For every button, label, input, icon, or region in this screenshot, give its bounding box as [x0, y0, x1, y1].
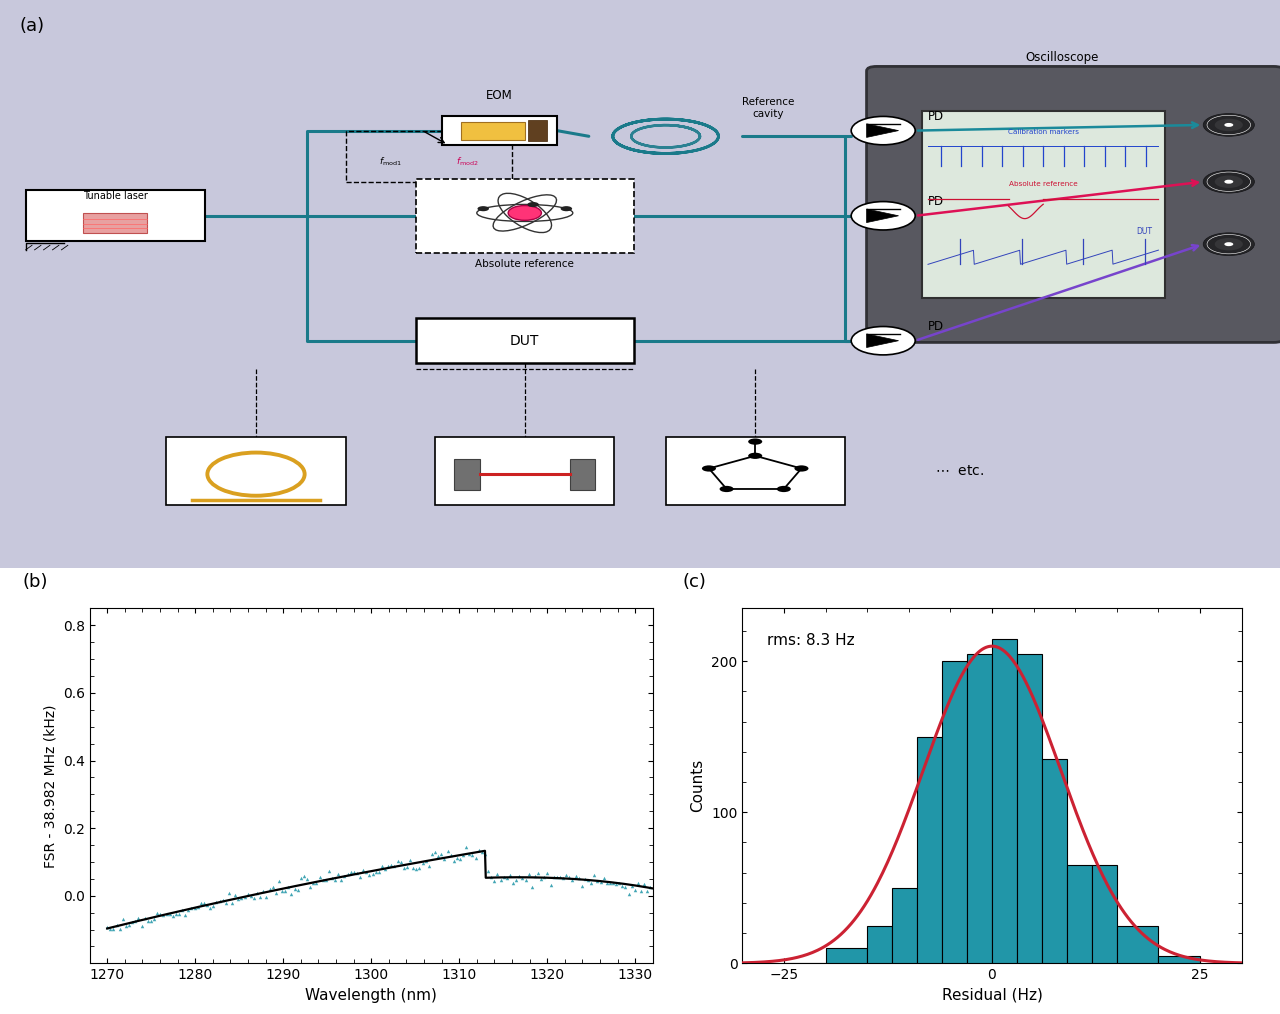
Circle shape — [851, 117, 915, 145]
Bar — [461, 122, 525, 140]
Circle shape — [477, 206, 489, 211]
Bar — [529, 120, 548, 141]
Bar — [1066, 865, 1092, 963]
Circle shape — [1225, 179, 1234, 184]
Circle shape — [851, 327, 915, 355]
Circle shape — [1215, 238, 1243, 250]
Bar — [435, 437, 614, 505]
Text: $f_{\rm mod2}$: $f_{\rm mod2}$ — [456, 155, 479, 168]
Circle shape — [749, 452, 763, 459]
Circle shape — [527, 202, 539, 207]
Text: Reference
cavity: Reference cavity — [742, 96, 794, 119]
Text: DUT: DUT — [1137, 227, 1152, 236]
Text: (c): (c) — [682, 573, 707, 590]
Text: Absolute reference: Absolute reference — [1009, 182, 1078, 188]
Text: EOM: EOM — [486, 89, 512, 102]
Text: Absolute reference: Absolute reference — [475, 259, 575, 269]
Bar — [992, 639, 1018, 963]
Bar — [942, 661, 968, 963]
Circle shape — [1225, 242, 1234, 246]
Circle shape — [561, 206, 572, 211]
Bar — [454, 458, 480, 490]
FancyBboxPatch shape — [0, 0, 1280, 568]
Circle shape — [1215, 119, 1243, 131]
Circle shape — [1203, 170, 1254, 193]
Bar — [968, 654, 992, 963]
Text: $\cdots$  etc.: $\cdots$ etc. — [936, 464, 984, 479]
Bar — [826, 948, 868, 963]
Text: rms: 8.3 Hz: rms: 8.3 Hz — [768, 633, 855, 648]
Bar — [666, 437, 845, 505]
Bar — [1092, 865, 1116, 963]
Bar — [1018, 654, 1042, 963]
Circle shape — [701, 465, 716, 472]
Bar — [922, 111, 1165, 298]
Text: PD: PD — [928, 110, 945, 123]
Circle shape — [777, 486, 791, 492]
Polygon shape — [867, 209, 899, 223]
Text: Tunable laser: Tunable laser — [83, 191, 147, 201]
Circle shape — [749, 438, 763, 445]
Bar — [1042, 759, 1068, 963]
Polygon shape — [867, 334, 899, 348]
Bar — [26, 191, 205, 241]
Text: $f_{\rm mod1}$: $f_{\rm mod1}$ — [379, 155, 402, 168]
Circle shape — [795, 465, 809, 472]
Bar — [416, 318, 634, 363]
Circle shape — [1203, 114, 1254, 136]
Y-axis label: Counts: Counts — [691, 759, 705, 812]
Text: (b): (b) — [22, 573, 47, 590]
Bar — [1158, 956, 1201, 963]
Circle shape — [851, 202, 915, 230]
FancyBboxPatch shape — [867, 67, 1280, 343]
Y-axis label: FSR - 38.982 MHz (kHz): FSR - 38.982 MHz (kHz) — [44, 704, 58, 868]
Text: PD: PD — [928, 195, 945, 208]
Bar — [442, 117, 557, 145]
X-axis label: Residual (Hz): Residual (Hz) — [942, 988, 1042, 1003]
Bar — [916, 737, 942, 963]
Circle shape — [1203, 233, 1254, 256]
Bar — [1116, 926, 1158, 963]
Text: Oscilloscope: Oscilloscope — [1025, 51, 1100, 64]
Polygon shape — [83, 213, 147, 233]
Bar — [892, 888, 918, 963]
Polygon shape — [867, 124, 899, 138]
Circle shape — [1215, 175, 1243, 188]
Bar — [570, 458, 595, 490]
Text: (a): (a) — [19, 17, 45, 35]
Bar — [868, 926, 892, 963]
Text: Calibration markers: Calibration markers — [1007, 129, 1079, 135]
Circle shape — [719, 486, 733, 492]
Circle shape — [508, 206, 541, 220]
Bar — [166, 437, 346, 505]
Circle shape — [1225, 123, 1234, 127]
X-axis label: Wavelength (nm): Wavelength (nm) — [305, 988, 438, 1003]
Text: PD: PD — [928, 320, 945, 333]
Bar — [416, 178, 634, 252]
Text: DUT: DUT — [511, 334, 539, 348]
